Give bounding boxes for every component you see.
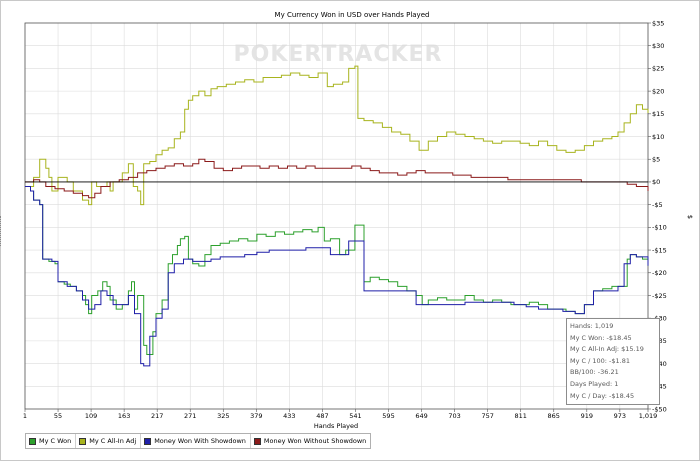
y-tick-label: -$5 bbox=[652, 201, 663, 209]
x-tick-label: 217 bbox=[151, 412, 163, 420]
y-tick-label: $30 bbox=[652, 42, 664, 50]
x-tick-label: 325 bbox=[217, 412, 229, 420]
legend-swatch-all-in-adj bbox=[79, 437, 87, 445]
y-tick-label: $20 bbox=[652, 87, 664, 95]
legend-swatch-without-showdown bbox=[253, 437, 261, 445]
x-tick-label: 487 bbox=[316, 412, 328, 420]
y-tick-label: $35 bbox=[652, 19, 664, 27]
y-tick-label: -$20 bbox=[652, 269, 667, 277]
series-line-2 bbox=[25, 186, 649, 367]
stats-allin-adj: My C All-In Adj: $15.19 bbox=[570, 345, 644, 354]
chart-legend: My C Won My C All-In Adj Money Won With … bbox=[25, 433, 372, 449]
x-tick-label: 433 bbox=[283, 412, 295, 420]
series-line-3 bbox=[25, 158, 649, 199]
y-tick-label: $15 bbox=[652, 110, 664, 118]
series-line-1 bbox=[25, 65, 649, 206]
stats-hands: Hands: 1,019 bbox=[570, 322, 614, 330]
legend-item-all-in-adj[interactable]: My C All-In Adj bbox=[76, 434, 142, 448]
legend-item-my-c-won[interactable]: My C Won bbox=[26, 434, 77, 448]
y-tick-label: $5 bbox=[652, 156, 660, 164]
stats-per-100: My C / 100: -$1.81 bbox=[570, 356, 630, 365]
legend-swatch-with-showdown bbox=[144, 437, 152, 445]
chart-title: My Currency Won in USD over Hands Played bbox=[275, 11, 430, 19]
series-lines bbox=[25, 65, 649, 367]
stats-per-day: My C / Day: -$18.45 bbox=[570, 391, 635, 400]
legend-item-with-showdown[interactable]: Money Won With Showdown bbox=[141, 434, 251, 448]
stats-days-played: Days Played: 1 bbox=[570, 379, 619, 388]
x-tick-label: 271 bbox=[184, 412, 196, 420]
y-tick-label: $0 bbox=[652, 178, 660, 186]
legend-label: Money Won With Showdown bbox=[154, 437, 246, 445]
x-tick-label: 973 bbox=[614, 412, 626, 420]
plot-area bbox=[24, 22, 649, 410]
x-tick-label: 811 bbox=[514, 412, 526, 420]
y-axis-label: $ bbox=[686, 215, 694, 219]
x-axis-label: Hands Played bbox=[314, 422, 358, 430]
stats-bb-per-100: BB/100: -36.21 bbox=[570, 368, 619, 377]
series-line-0 bbox=[25, 186, 649, 355]
x-tick-label: 703 bbox=[448, 412, 460, 420]
y-tick-label: -$50 bbox=[652, 405, 667, 413]
x-tick-label: 919 bbox=[581, 412, 593, 420]
x-axis-ticks: 1 55 109 163 217 271 325 379 433 487 541 595 649 703 7… bbox=[23, 409, 657, 420]
legend-label: My C Won bbox=[39, 437, 72, 445]
stats-won: My C Won: -$18.45 bbox=[570, 333, 632, 342]
x-tick-label: 757 bbox=[481, 412, 493, 420]
x-tick-label: 1 bbox=[23, 412, 27, 420]
x-tick-label: 109 bbox=[85, 412, 97, 420]
x-tick-label: 1,019 bbox=[639, 412, 658, 420]
legend-swatch-my-c-won bbox=[29, 437, 36, 445]
stats-summary-box: Hands: 1,019 My C Won: -$18.45 My C All-… bbox=[566, 318, 660, 406]
legend-label: Money Won Without Showdown bbox=[263, 437, 367, 445]
x-tick-label: 865 bbox=[548, 412, 560, 420]
x-tick-label: 595 bbox=[382, 412, 394, 420]
legend-item-without-showdown[interactable]: Money Won Without Showdown bbox=[251, 434, 370, 448]
legend-label: My C All-In Adj bbox=[89, 437, 137, 445]
x-tick-label: 379 bbox=[250, 412, 262, 420]
x-tick-label: 541 bbox=[349, 412, 361, 420]
watermark-logo: POKERTRACKER bbox=[234, 42, 443, 67]
y-tick-label: $10 bbox=[652, 133, 664, 141]
grid-lines bbox=[24, 22, 649, 410]
y-tick-label: -$15 bbox=[652, 246, 667, 254]
x-tick-label: 163 bbox=[118, 412, 130, 420]
x-tick-label: 55 bbox=[54, 412, 62, 420]
y-tick-label: -$10 bbox=[652, 224, 667, 232]
y-tick-label: -$25 bbox=[652, 292, 667, 300]
y-tick-label: $25 bbox=[652, 65, 664, 73]
x-tick-label: 649 bbox=[415, 412, 427, 420]
window-resize-handle[interactable] bbox=[0, 216, 4, 246]
